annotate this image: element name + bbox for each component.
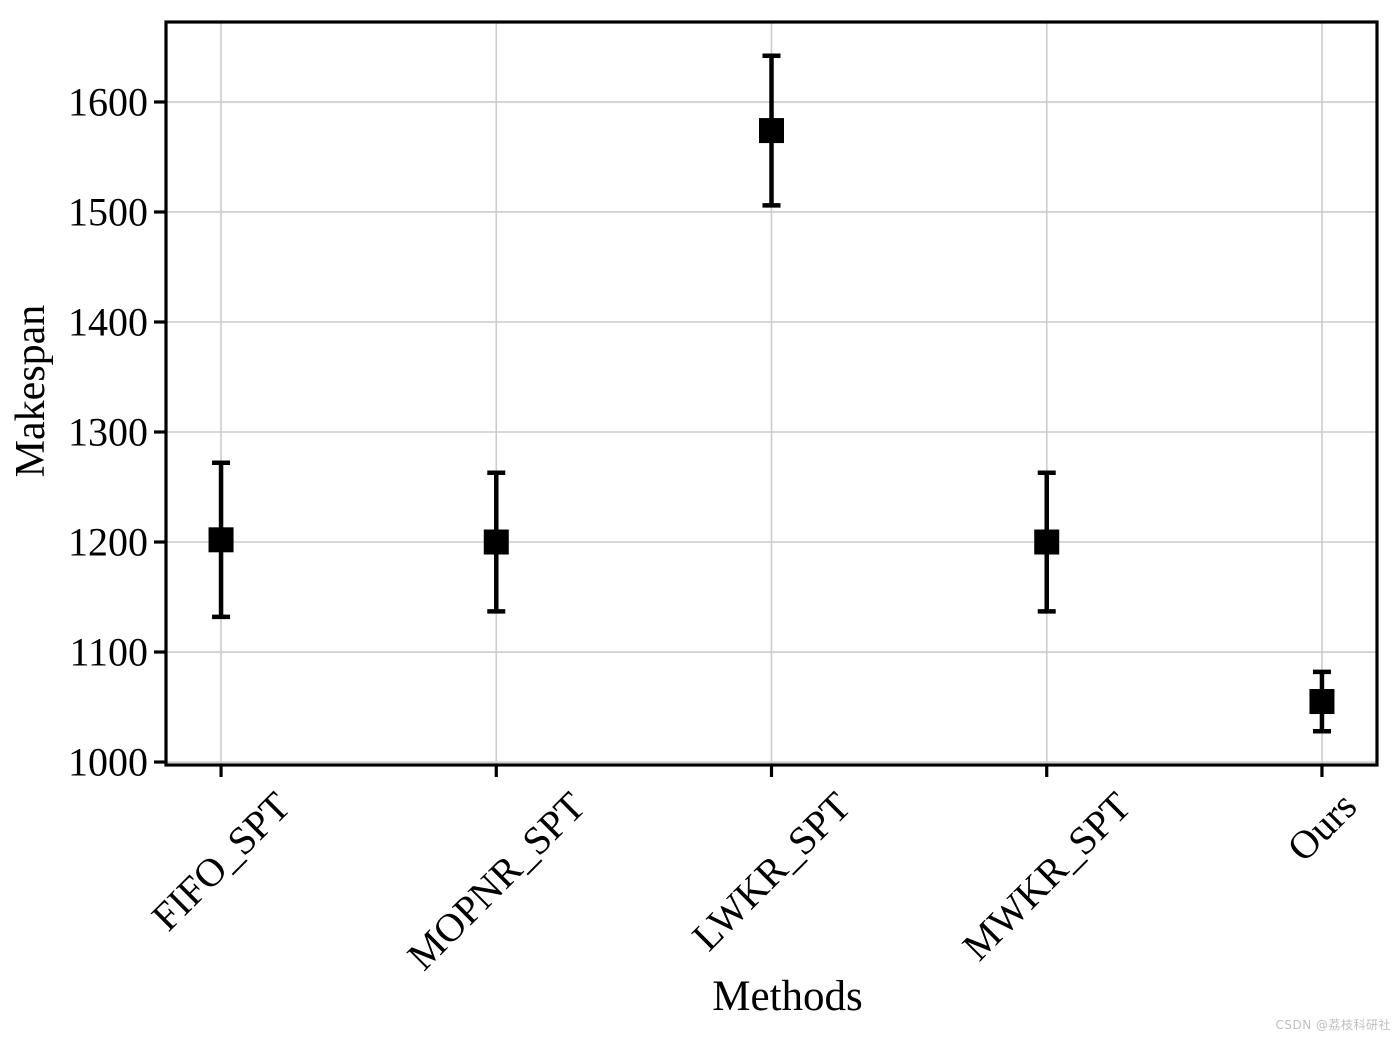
plot-border (164, 20, 1379, 767)
data-point-marker (1034, 529, 1060, 555)
y-tick-label: 1100 (69, 630, 148, 675)
x-axis-label: Methods (712, 973, 863, 1020)
y-tick-label: 1600 (68, 79, 148, 124)
data-point-marker (759, 118, 784, 144)
data-point-marker (208, 527, 234, 553)
y-tick-label: 1300 (68, 410, 148, 455)
y-tick-label: 1000 (68, 740, 148, 785)
watermark: CSDN @荔枝科研社 (1275, 1018, 1391, 1032)
y-axis-label: Makespan (8, 305, 54, 478)
data-point-marker (1309, 689, 1335, 715)
y-tick-label: 1500 (68, 189, 148, 234)
y-tick-label: 1400 (68, 299, 148, 344)
y-tick-label: 1200 (68, 520, 148, 565)
data-point-marker (483, 529, 509, 555)
